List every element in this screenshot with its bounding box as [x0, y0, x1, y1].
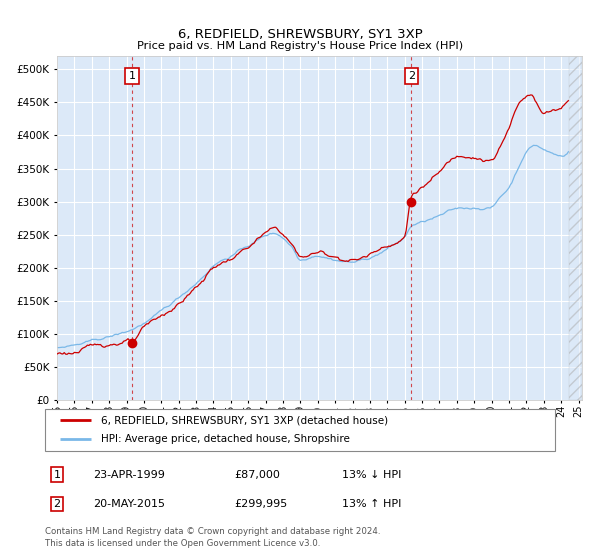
- Text: 1: 1: [53, 470, 61, 480]
- Text: Contains HM Land Registry data © Crown copyright and database right 2024.
This d: Contains HM Land Registry data © Crown c…: [45, 527, 380, 548]
- Text: £87,000: £87,000: [234, 470, 280, 480]
- Text: Price paid vs. HM Land Registry's House Price Index (HPI): Price paid vs. HM Land Registry's House …: [137, 41, 463, 51]
- Text: 20-MAY-2015: 20-MAY-2015: [93, 499, 165, 509]
- Text: 23-APR-1999: 23-APR-1999: [93, 470, 165, 480]
- Text: 2: 2: [408, 71, 415, 81]
- Text: 13% ↓ HPI: 13% ↓ HPI: [342, 470, 401, 480]
- Text: 6, REDFIELD, SHREWSBURY, SY1 3XP (detached house): 6, REDFIELD, SHREWSBURY, SY1 3XP (detach…: [101, 415, 388, 425]
- Text: HPI: Average price, detached house, Shropshire: HPI: Average price, detached house, Shro…: [101, 435, 350, 445]
- Text: 1: 1: [128, 71, 136, 81]
- Text: £299,995: £299,995: [234, 499, 287, 509]
- Text: 13% ↑ HPI: 13% ↑ HPI: [342, 499, 401, 509]
- Text: 2: 2: [53, 499, 61, 509]
- Text: 6, REDFIELD, SHREWSBURY, SY1 3XP: 6, REDFIELD, SHREWSBURY, SY1 3XP: [178, 28, 422, 41]
